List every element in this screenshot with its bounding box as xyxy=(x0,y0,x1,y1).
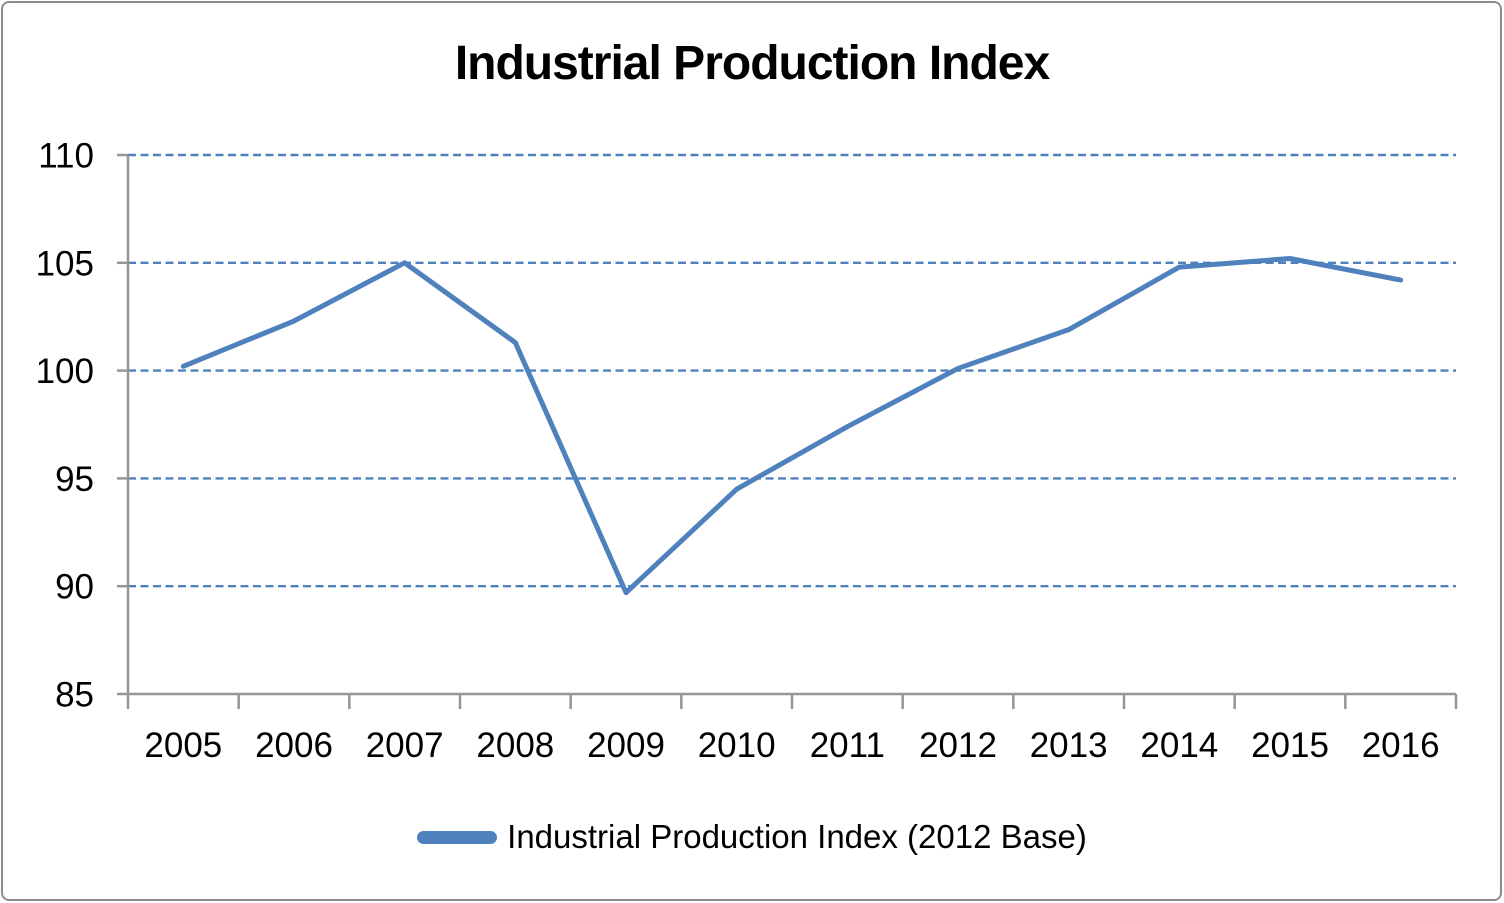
x-tick-label: 2013 xyxy=(1030,726,1108,765)
x-tick-label: 2006 xyxy=(255,726,333,765)
y-tick-label: 100 xyxy=(36,352,94,391)
y-tick-label: 90 xyxy=(55,568,94,607)
legend-label: Industrial Production Index (2012 Base) xyxy=(507,818,1087,855)
x-tick-label: 2007 xyxy=(366,726,444,765)
y-tick-label: 110 xyxy=(38,137,94,176)
x-tick-label: 2009 xyxy=(587,726,665,765)
y-tick-label: 95 xyxy=(55,460,94,499)
data-line-series xyxy=(180,255,1404,596)
x-tick-label: 2005 xyxy=(144,726,222,765)
chart-title: Industrial Production Index xyxy=(454,37,1050,90)
y-tick-label: 85 xyxy=(55,676,94,715)
y-tick-label: 105 xyxy=(36,244,94,283)
x-tick-label: 2010 xyxy=(698,726,776,765)
legend-line-swatch xyxy=(417,830,498,844)
x-tick-label: 2012 xyxy=(919,726,997,765)
x-tick-label: 2016 xyxy=(1362,726,1440,765)
x-tick-label: 2014 xyxy=(1140,726,1218,765)
x-tick-label: 2011 xyxy=(810,726,885,765)
legend: Industrial Production Index (2012 Base) xyxy=(0,818,1504,856)
x-tick-label: 2008 xyxy=(476,726,554,765)
x-tick-label: 2015 xyxy=(1251,726,1329,765)
